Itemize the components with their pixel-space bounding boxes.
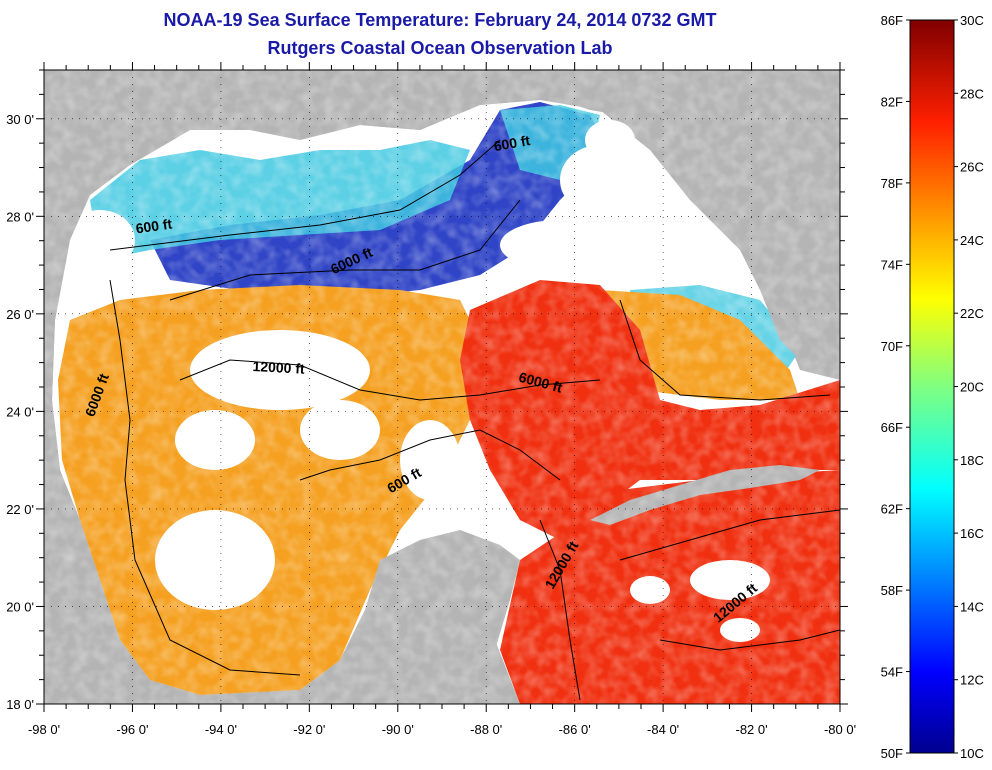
colorbar-label-c: 10C [960,746,984,761]
chart-subtitle: Rutgers Coastal Ocean Observation Lab [267,38,613,58]
colorbar-label-f: 66F [881,420,903,435]
colorbar-label-f: 82F [881,94,903,109]
x-tick-label: -98 0' [28,722,60,737]
colorbar-label-f: 74F [881,257,903,272]
colorbar-label-f: 54F [881,665,903,680]
x-tick-label: -82 0' [735,722,767,737]
map-area [44,70,840,704]
y-tick-label: 18 0' [6,697,34,712]
contour-label: 600 ft [135,215,174,236]
colorbar-label-c: 12C [960,673,984,688]
colorbar-label-f: 62F [881,502,903,517]
colorbar-label-c: 22C [960,306,984,321]
y-tick-label: 26 0' [6,307,34,322]
x-tick-label: -96 0' [116,722,148,737]
colorbar [909,19,955,754]
y-tick-label: 28 0' [6,209,34,224]
colorbar-label-c: 16C [960,526,984,541]
colorbar-label-c: 28C [960,86,984,101]
x-tick-label: -94 0' [205,722,237,737]
y-axis: 18 0' 20 0' 22 0' 24 0' 26 0' 28 0' 30 0' [6,69,848,712]
x-tick-label: -90 0' [382,722,414,737]
contour-label: 600 ft [492,132,531,154]
x-axis: -98 0' -96 0' -94 0' -92 0' -90 0' -88 0' -86 … [28,62,856,737]
colorbar-label-f: 86F [881,13,903,28]
y-tick-label: 22 0' [6,502,34,517]
x-tick-label: -92 0' [293,722,325,737]
y-tick-label: 24 0' [6,404,34,419]
x-tick-label: -88 0' [470,722,502,737]
colorbar-label-c: 18C [960,453,984,468]
colorbar-label-c: 14C [960,599,984,614]
colorbar-label-c: 30C [960,13,984,28]
y-tick-label: 20 0' [6,599,34,614]
colorbar-label-f: 78F [881,176,903,191]
chart-title: NOAA-19 Sea Surface Temperature: Februar… [163,10,717,30]
x-tick-label: -84 0' [647,722,679,737]
colorbar-label-f: 70F [881,339,903,354]
lat-lon-grid [44,70,840,704]
x-tick-label: -86 0' [559,722,591,737]
contour-label: 12000 ft [252,358,305,377]
colorbar-label-c: 26C [960,160,984,175]
x-tick-label: -80 0' [824,722,856,737]
colorbar-label-f: 58F [881,583,903,598]
bathymetry-contours [109,139,840,701]
colorbar-fahrenheit-labels: 86F 82F 78F 74F 70F 66F 62F 58F 54F 50F [881,13,910,761]
colorbar-celsius-labels: 30C 28C 26C 24C 22C 20C 18C 16C 14C 12C 10C [954,13,984,761]
y-tick-label: 30 0' [6,112,34,127]
colorbar-label-f: 50F [881,746,903,761]
colorbar-label-c: 20C [960,380,984,395]
colorbar-label-c: 24C [960,233,984,248]
